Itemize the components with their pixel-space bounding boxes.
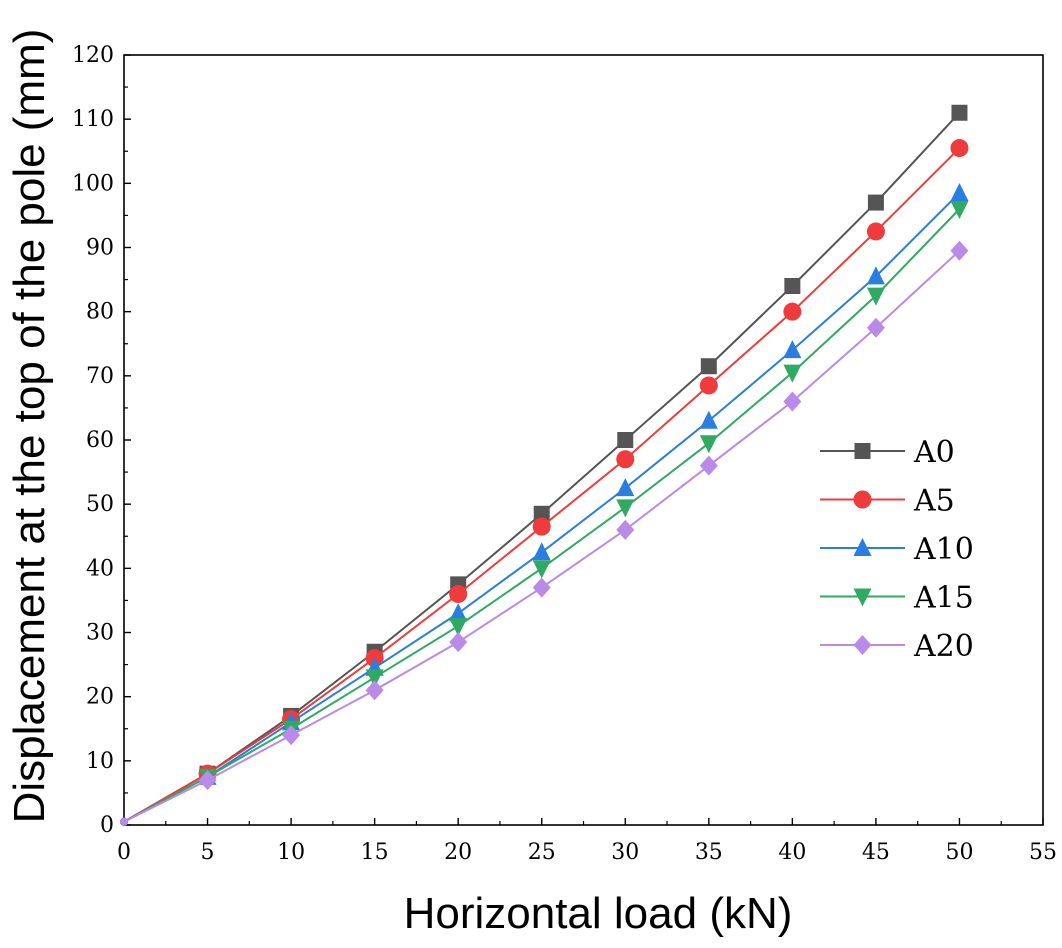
data-point-a5 bbox=[866, 222, 885, 241]
data-point-a20 bbox=[616, 519, 635, 540]
data-point-a5 bbox=[449, 585, 468, 603]
legend-item-a5: A5 bbox=[820, 484, 955, 519]
legend-label-a10: A10 bbox=[913, 532, 974, 567]
legend-marker-a20 bbox=[853, 635, 872, 655]
data-point-a10 bbox=[616, 478, 635, 497]
data-point-a0 bbox=[867, 194, 884, 211]
legend-item-a0: A0 bbox=[820, 435, 955, 470]
x-tick-label: 45 bbox=[862, 840, 890, 865]
legend-marker-a5 bbox=[853, 490, 872, 509]
series-group bbox=[120, 104, 969, 826]
y-tick-label: 120 bbox=[72, 43, 114, 68]
data-point-a5 bbox=[532, 517, 551, 536]
x-axis-title: Horizontal load (kN) bbox=[404, 889, 793, 938]
y-axis: 0 10 20 30 40 50 60 70 80 90 100 110 120 bbox=[72, 43, 131, 838]
x-tick-label: 30 bbox=[611, 840, 639, 865]
data-point-a0 bbox=[951, 104, 968, 121]
data-point-a15 bbox=[783, 364, 802, 383]
data-point-a5 bbox=[616, 450, 635, 469]
data-point-a20 bbox=[532, 577, 551, 598]
series-a20 bbox=[120, 240, 969, 826]
data-point-a10 bbox=[699, 410, 718, 429]
series-line-a0 bbox=[123, 112, 961, 823]
legend-label-a15: A15 bbox=[913, 581, 974, 616]
y-tick-label: 20 bbox=[86, 685, 114, 710]
legend-item-a15: A15 bbox=[820, 581, 974, 616]
data-point-a0 bbox=[784, 278, 801, 294]
data-point-a20 bbox=[365, 680, 384, 701]
y-tick-label: 100 bbox=[72, 171, 114, 196]
data-point-a20 bbox=[449, 632, 468, 653]
data-point-a20 bbox=[866, 317, 885, 338]
legend-marker-a0 bbox=[854, 443, 871, 459]
x-tick-label: 40 bbox=[778, 840, 806, 865]
legend-item-a20: A20 bbox=[820, 629, 974, 664]
data-point-a10 bbox=[866, 266, 885, 285]
y-tick-label: 60 bbox=[86, 428, 114, 453]
series-line-a5 bbox=[123, 147, 961, 823]
data-point-a10 bbox=[783, 340, 802, 359]
x-tick-label: 25 bbox=[528, 840, 556, 865]
legend: A0 A5 A10 A15 A20 bbox=[820, 435, 974, 664]
data-point-a20 bbox=[783, 391, 802, 412]
data-point-a15 bbox=[449, 618, 468, 637]
x-tick-label: 55 bbox=[1029, 840, 1057, 865]
y-tick-label: 70 bbox=[86, 364, 114, 389]
y-tick-label: 80 bbox=[86, 300, 114, 325]
data-point-a0 bbox=[533, 505, 550, 522]
legend-marker-a15 bbox=[853, 588, 872, 607]
data-point-a10 bbox=[449, 603, 468, 622]
x-tick-label: 10 bbox=[277, 840, 305, 865]
y-tick-label: 90 bbox=[86, 236, 114, 261]
data-point-a0 bbox=[617, 432, 634, 448]
series-a0 bbox=[120, 104, 968, 826]
x-tick-label: 35 bbox=[695, 840, 723, 865]
y-tick-label: 30 bbox=[86, 621, 114, 646]
data-point-a20 bbox=[198, 770, 217, 791]
data-point-a20 bbox=[120, 817, 128, 826]
data-point-a5 bbox=[950, 139, 969, 158]
y-tick-label: 40 bbox=[86, 556, 114, 581]
legend-label-a0: A0 bbox=[913, 435, 955, 470]
legend-label-a5: A5 bbox=[913, 484, 955, 519]
data-point-a20 bbox=[282, 725, 301, 746]
x-tick-label: 50 bbox=[945, 840, 973, 865]
data-point-a10 bbox=[950, 182, 969, 201]
y-tick-label: 110 bbox=[72, 107, 114, 132]
data-point-a15 bbox=[699, 435, 718, 454]
x-tick-label: 20 bbox=[444, 840, 472, 865]
x-tick-label: 0 bbox=[117, 840, 131, 865]
series-a10 bbox=[120, 182, 969, 826]
data-point-a15 bbox=[950, 201, 969, 219]
x-tick-label: 5 bbox=[201, 840, 215, 865]
y-axis-title: Displacement at the top of the pole (mm) bbox=[5, 29, 54, 824]
y-tick-label: 10 bbox=[86, 749, 114, 774]
data-point-a15 bbox=[616, 499, 635, 518]
legend-marker-a10 bbox=[853, 538, 872, 556]
legend-item-a10: A10 bbox=[820, 532, 974, 567]
series-line-a20 bbox=[123, 249, 961, 823]
data-point-a5 bbox=[783, 302, 802, 321]
x-tick-label: 15 bbox=[361, 840, 389, 865]
data-point-a15 bbox=[365, 669, 384, 688]
x-axis: 0 5 10 15 20 25 30 35 40 45 50 55 bbox=[117, 818, 1057, 865]
y-tick-label: 50 bbox=[86, 492, 114, 517]
series-a5 bbox=[120, 139, 969, 826]
data-point-a10 bbox=[532, 542, 551, 561]
data-point-a20 bbox=[950, 240, 969, 261]
data-point-a20 bbox=[699, 455, 718, 476]
data-point-a0 bbox=[700, 358, 717, 375]
y-tick-label: 0 bbox=[100, 813, 114, 838]
data-point-a15 bbox=[866, 287, 885, 306]
data-point-a15 bbox=[532, 560, 551, 579]
data-point-a5 bbox=[699, 376, 718, 395]
legend-label-a20: A20 bbox=[913, 629, 974, 664]
